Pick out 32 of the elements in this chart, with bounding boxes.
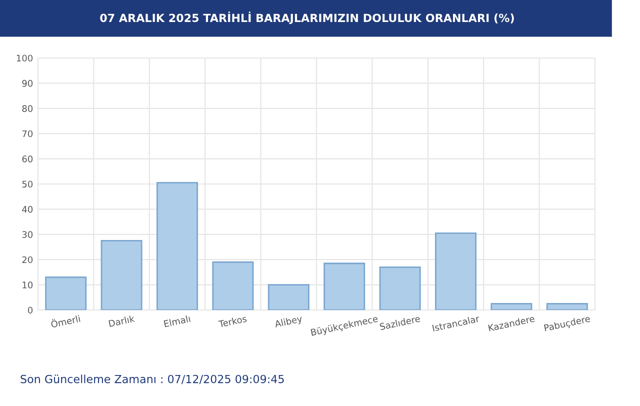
y-tick-label: 80: [22, 105, 33, 112]
x-tick-label: Kazandere: [488, 314, 535, 332]
x-tick-label: Elmalı: [164, 315, 190, 328]
bar: [212, 261, 254, 310]
bar: [379, 266, 421, 310]
y-tick-label: 50: [22, 180, 33, 188]
y-tick-label: 30: [22, 231, 33, 238]
x-tick-label: Ömerli: [50, 314, 80, 328]
bar: [100, 240, 142, 310]
y-tick-label: 20: [22, 256, 33, 264]
bar: [156, 182, 198, 310]
bar: [546, 303, 588, 310]
y-tick-label: 70: [22, 130, 33, 138]
y-tick-label: 40: [22, 206, 33, 213]
y-tick-label: 10: [22, 282, 33, 288]
x-tick-label: Istrancalar: [432, 314, 480, 332]
y-tick-label: 60: [22, 156, 33, 162]
text: Son Güncelleme Zamanı : 07/12/2025 09:09:45: [20, 374, 284, 384]
y-tick-label: 100: [16, 54, 33, 62]
bar: [435, 232, 476, 310]
x-tick-label: Pabuçdere: [544, 314, 591, 333]
x-tick-label: Sazlıdere: [379, 314, 420, 330]
bar: [268, 284, 310, 310]
y-tick-label: 90: [22, 80, 33, 87]
bar: [324, 262, 366, 310]
x-tick-label: Alibey: [274, 314, 303, 330]
x-tick-label: Terkos: [218, 314, 247, 328]
bar: [490, 303, 532, 310]
chart-title: 07 ARALIK 2025 TARİHLİ BARAJLARIMIZIN DOLULUK ORANLARI (%): [100, 12, 514, 24]
x-tick-label: Darlık: [108, 314, 135, 328]
bar: [45, 276, 87, 310]
y-tick-label: 0: [28, 306, 33, 314]
